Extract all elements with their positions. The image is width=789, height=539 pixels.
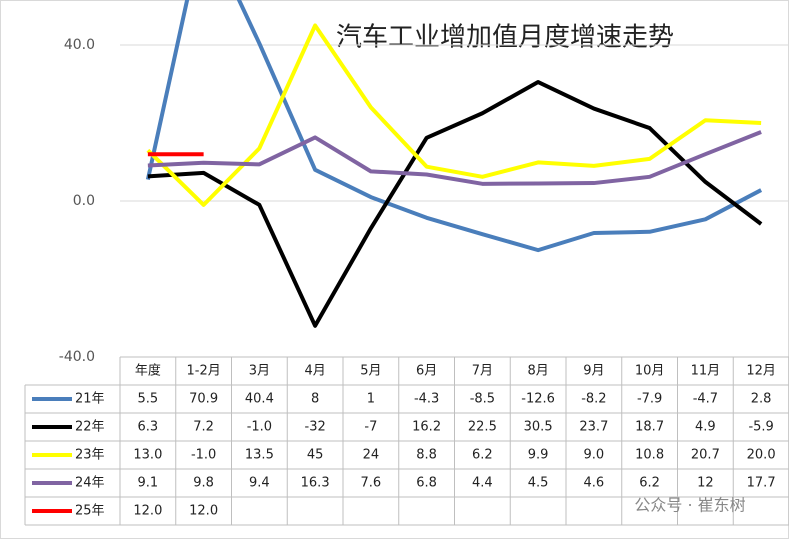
data-label: 12.0 xyxy=(133,504,162,519)
data-label: -4.7 xyxy=(693,392,718,407)
data-label: 23.7 xyxy=(579,420,608,435)
legend-label: 23年 xyxy=(75,448,105,463)
x-tick-label: 10月 xyxy=(635,364,665,379)
legend-label: 21年 xyxy=(75,392,105,407)
data-label: 1 xyxy=(367,392,375,407)
data-label: 30.5 xyxy=(524,420,553,435)
data-label: -1.0 xyxy=(191,448,216,463)
data-label: -32 xyxy=(305,420,326,435)
data-label: 6.3 xyxy=(138,420,159,435)
x-tick-label: 6月 xyxy=(416,364,437,379)
legend-label: 22年 xyxy=(75,420,105,435)
data-label: 40.4 xyxy=(245,392,274,407)
x-tick-label: 9月 xyxy=(583,364,604,379)
data-label: 13.5 xyxy=(245,448,274,463)
data-label: 9.4 xyxy=(249,476,270,491)
data-label: -1.0 xyxy=(247,420,272,435)
data-label: 70.9 xyxy=(189,392,218,407)
data-label: 6.2 xyxy=(639,476,660,491)
x-tick-label: 11月 xyxy=(691,364,721,379)
chart-title: 汽车工业增加值月度增速走势 xyxy=(336,23,674,53)
data-label: 10.8 xyxy=(635,448,664,463)
data-label: 24 xyxy=(363,448,380,463)
x-tick-label: 5月 xyxy=(360,364,381,379)
data-label: -7 xyxy=(364,420,377,435)
data-label: 12 xyxy=(697,476,714,491)
data-label: -12.6 xyxy=(521,392,555,407)
data-label: 7.6 xyxy=(361,476,382,491)
series-line xyxy=(145,0,763,253)
data-label: 17.7 xyxy=(747,476,776,491)
y-tick-label: 0.0 xyxy=(73,193,95,209)
y-tick-label: 40.0 xyxy=(64,37,95,53)
series-line xyxy=(147,80,763,328)
data-label: 22.5 xyxy=(468,420,497,435)
data-label: 6.8 xyxy=(416,476,437,491)
data-label: 13.0 xyxy=(133,448,162,463)
data-label: 6.2 xyxy=(472,448,493,463)
data-label: 20.7 xyxy=(691,448,720,463)
data-label: -8.2 xyxy=(581,392,606,407)
data-label: -5.9 xyxy=(748,420,773,435)
data-label: 4.4 xyxy=(472,476,493,491)
data-label: -4.3 xyxy=(414,392,439,407)
series-line xyxy=(146,23,762,207)
data-label: 20.0 xyxy=(747,448,776,463)
data-label: 18.7 xyxy=(635,420,664,435)
legend-label: 25年 xyxy=(75,504,105,519)
data-label: 8 xyxy=(311,392,319,407)
data-label: 9.9 xyxy=(528,448,549,463)
series-line xyxy=(147,130,762,186)
x-tick-label: 3月 xyxy=(249,364,270,379)
data-label: 4.5 xyxy=(528,476,549,491)
x-tick-label: 4月 xyxy=(304,364,325,379)
data-label: 16.3 xyxy=(301,476,330,491)
x-tick-label: 年度 xyxy=(135,363,161,379)
data-label: 9.0 xyxy=(584,448,605,463)
data-label: 5.5 xyxy=(138,392,159,407)
x-tick-label: 7月 xyxy=(472,364,493,379)
data-label: 9.8 xyxy=(193,476,214,491)
data-label: -7.9 xyxy=(637,392,662,407)
data-label: 16.2 xyxy=(412,420,441,435)
plot-area xyxy=(145,0,763,328)
legend-label: 24年 xyxy=(75,476,105,491)
data-label: 4.9 xyxy=(695,420,716,435)
data-label: 9.1 xyxy=(138,476,159,491)
data-label: 7.2 xyxy=(193,420,214,435)
data-label: 4.6 xyxy=(584,476,605,491)
data-label: 8.8 xyxy=(416,448,437,463)
data-label: -8.5 xyxy=(470,392,495,407)
watermark: 公众号 · 崔东树 xyxy=(634,496,745,515)
data-label: 45 xyxy=(307,448,324,463)
y-tick-label: -40.0 xyxy=(59,349,95,365)
x-tick-label: 1-2月 xyxy=(187,364,221,379)
x-tick-label: 8月 xyxy=(527,364,548,379)
data-label: 2.8 xyxy=(751,392,772,407)
data-label: 12.0 xyxy=(189,504,218,519)
x-tick-label: 12月 xyxy=(746,364,776,379)
